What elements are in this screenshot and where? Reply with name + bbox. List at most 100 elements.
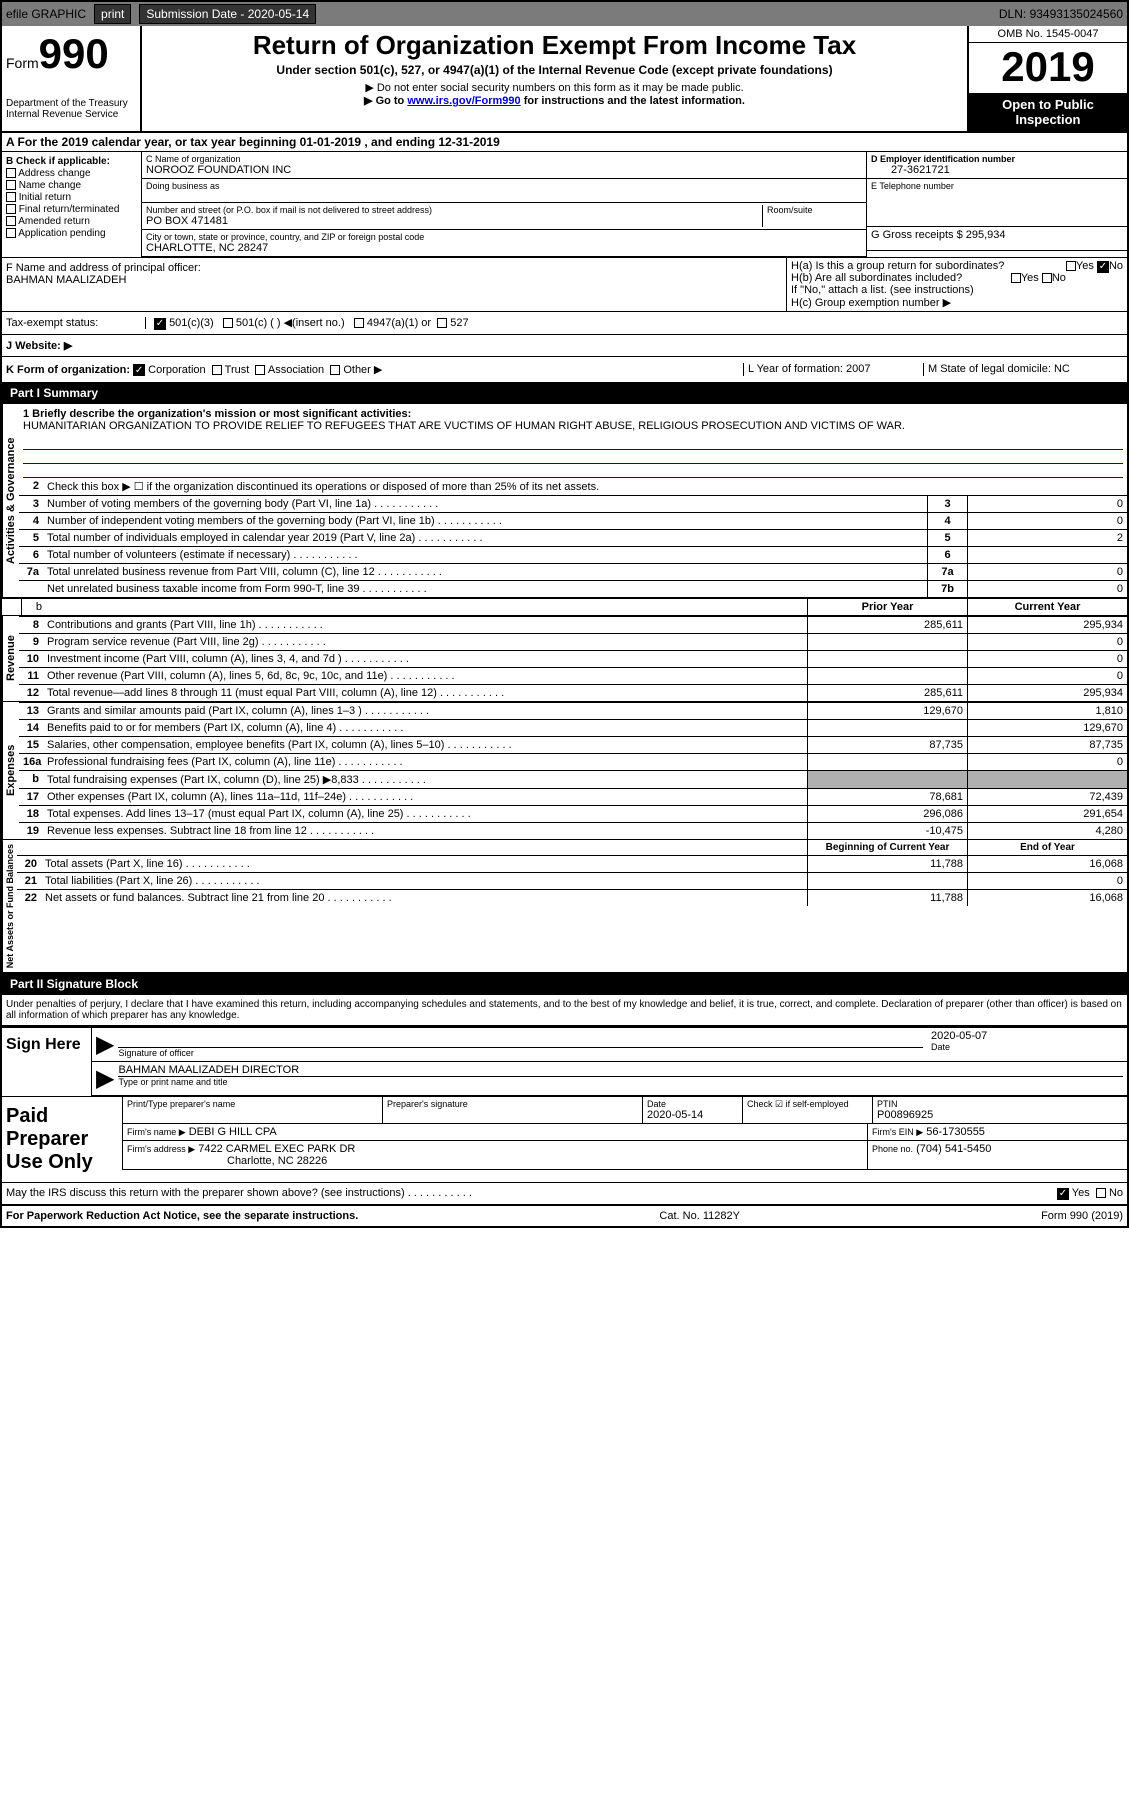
part2-title: Part II Signature Block — [10, 977, 138, 991]
expenses-vert-label: Expenses — [2, 702, 19, 839]
table-row: 18Total expenses. Add lines 13–17 (must … — [19, 805, 1127, 822]
ein-label: D Employer identification number — [871, 154, 1123, 164]
sig-officer-label: Signature of officer — [118, 1048, 923, 1058]
line1: 1 Briefly describe the organization's mi… — [19, 404, 1127, 436]
h-b-yes[interactable] — [1011, 273, 1021, 283]
m-state: M State of legal domicile: NC — [923, 363, 1123, 377]
h-a-yes[interactable] — [1066, 261, 1076, 271]
chk-501c3[interactable]: ✓ — [154, 318, 166, 330]
end-year-hdr: End of Year — [967, 840, 1127, 855]
table-row: 5Total number of individuals employed in… — [19, 529, 1127, 546]
tel-label: E Telephone number — [871, 181, 1123, 191]
h-b-no[interactable] — [1042, 273, 1052, 283]
room-label: Room/suite — [767, 205, 862, 215]
footer-left: For Paperwork Reduction Act Notice, see … — [6, 1210, 358, 1222]
dba-row: Doing business as — [142, 179, 866, 203]
table-row: 15Salaries, other compensation, employee… — [19, 736, 1127, 753]
discuss-no[interactable] — [1096, 1188, 1106, 1198]
table-row: 7aTotal unrelated business revenue from … — [19, 563, 1127, 580]
h-b-note: If "No," attach a list. (see instruction… — [791, 284, 1123, 296]
activities-section: Activities & Governance 1 Briefly descri… — [2, 404, 1127, 598]
h-b-row: H(b) Are all subordinates included? Yes … — [791, 272, 1123, 284]
form-subtitle: Under section 501(c), 527, or 4947(a)(1)… — [276, 63, 832, 77]
prep-date: 2020-05-14 — [647, 1109, 738, 1121]
tax-exempt-label: Tax-exempt status: — [6, 317, 146, 329]
ein-value: 27-3621721 — [871, 164, 1123, 176]
prep-date-label: Date — [647, 1099, 738, 1109]
netassets-section: Net Assets or Fund Balances Beginning of… — [2, 840, 1127, 973]
open-public-badge: Open to Public Inspection — [969, 93, 1127, 131]
f-h-section: F Name and address of principal officer:… — [2, 257, 1127, 311]
irs-link[interactable]: www.irs.gov/Form990 — [407, 95, 520, 107]
footer: For Paperwork Reduction Act Notice, see … — [2, 1204, 1127, 1226]
gross-label: G Gross receipts $ 295,934 — [871, 229, 1123, 241]
l-year: L Year of formation: 2007 — [743, 363, 923, 377]
h-a-label: H(a) Is this a group return for subordin… — [791, 260, 1004, 272]
chk-4947[interactable] — [354, 318, 364, 328]
rule-3 — [23, 464, 1123, 478]
revenue-content: 8Contributions and grants (Part VIII, li… — [19, 616, 1127, 701]
table-row: 6Total number of volunteers (estimate if… — [19, 546, 1127, 563]
current-year-hdr: Current Year — [967, 599, 1127, 615]
phone-value: (704) 541-5450 — [916, 1143, 991, 1155]
org-name-row: C Name of organization NOROOZ FOUNDATION… — [142, 152, 866, 179]
table-row: 22Net assets or fund balances. Subtract … — [17, 889, 1127, 906]
firm-city: Charlotte, NC 28226 — [127, 1155, 863, 1167]
h-c-label: H(c) Group exemption number ▶ — [791, 296, 1123, 309]
dept-label: Department of the Treasury — [6, 98, 136, 109]
dln-label: DLN: 93493135024560 — [999, 7, 1123, 21]
table-row: 20Total assets (Part X, line 16)11,78816… — [17, 855, 1127, 872]
column-b: B Check if applicable: Address change Na… — [2, 152, 142, 257]
prep-row-2: Firm's name ▶ DEBI G HILL CPA Firm's EIN… — [122, 1124, 1127, 1141]
chk-corp[interactable]: ✓ — [133, 364, 145, 376]
line1-label: 1 Briefly describe the organization's mi… — [23, 408, 1123, 420]
org-name: NOROOZ FOUNDATION INC — [146, 164, 862, 176]
chk-527[interactable] — [437, 318, 447, 328]
preparer-label: Paid Preparer Use Only — [2, 1097, 122, 1182]
arrow-icon: ▶ — [96, 1030, 114, 1059]
chk-other[interactable] — [330, 365, 340, 375]
chk-initial[interactable]: Initial return — [6, 192, 137, 203]
rule-2 — [23, 450, 1123, 464]
sign-here-label: Sign Here — [2, 1028, 92, 1096]
form-word: Form — [6, 55, 39, 71]
ptin-value: P00896925 — [877, 1109, 1123, 1121]
sig-name: BAHMAN MAALIZADEH DIRECTOR — [118, 1064, 1123, 1077]
chk-assoc[interactable] — [255, 365, 265, 375]
col-b-label: B Check if applicable: — [6, 156, 137, 167]
chk-trust[interactable] — [212, 365, 222, 375]
prep-sig-label: Preparer's signature — [387, 1099, 638, 1109]
sig-date-label: Date — [931, 1042, 1123, 1052]
tel-row: E Telephone number — [867, 179, 1127, 227]
submission-date: Submission Date - 2020-05-14 — [139, 4, 316, 24]
omb-number: OMB No. 1545-0047 — [969, 26, 1127, 43]
chk-address[interactable]: Address change — [6, 168, 137, 179]
pycy-header-row: b Prior Year Current Year — [2, 598, 1127, 616]
part1-title: Part I Summary — [10, 386, 98, 400]
phone-label: Phone no. — [872, 1144, 913, 1154]
top-bar: efile GRAPHIC print Submission Date - 20… — [2, 2, 1127, 26]
activities-content: 1 Briefly describe the organization's mi… — [19, 404, 1127, 597]
header-right: OMB No. 1545-0047 2019 Open to Public In… — [967, 26, 1127, 131]
chk-amended[interactable]: Amended return — [6, 216, 137, 227]
chk-final[interactable]: Final return/terminated — [6, 204, 137, 215]
prep-row-3: Firm's address ▶ 7422 CARMEL EXEC PARK D… — [122, 1141, 1127, 1170]
firm-addr-label: Firm's address ▶ — [127, 1144, 195, 1154]
prep-row-1: Print/Type preparer's name Preparer's si… — [122, 1097, 1127, 1124]
discuss-yes[interactable]: ✓ — [1057, 1188, 1069, 1200]
ein-row: D Employer identification number 27-3621… — [867, 152, 1127, 179]
chk-application[interactable]: Application pending — [6, 228, 137, 239]
sig-line-1: ▶ Signature of officer 2020-05-07 Date — [92, 1028, 1127, 1062]
chk-501c[interactable] — [223, 318, 233, 328]
table-row: 14Benefits paid to or for members (Part … — [19, 719, 1127, 736]
print-button[interactable]: print — [94, 4, 131, 24]
h-a-no[interactable]: ✓ — [1097, 261, 1109, 273]
table-row: 13Grants and similar amounts paid (Part … — [19, 702, 1127, 719]
column-c: C Name of organization NOROOZ FOUNDATION… — [142, 152, 867, 257]
note-ssn: ▶ Do not enter social security numbers o… — [365, 81, 743, 94]
expenses-section: Expenses 13Grants and similar amounts pa… — [2, 702, 1127, 840]
section-a-period: A For the 2019 calendar year, or tax yea… — [2, 133, 1127, 152]
city-label: City or town, state or province, country… — [146, 232, 862, 242]
ptin-label: PTIN — [877, 1099, 1123, 1109]
chk-name[interactable]: Name change — [6, 180, 137, 191]
